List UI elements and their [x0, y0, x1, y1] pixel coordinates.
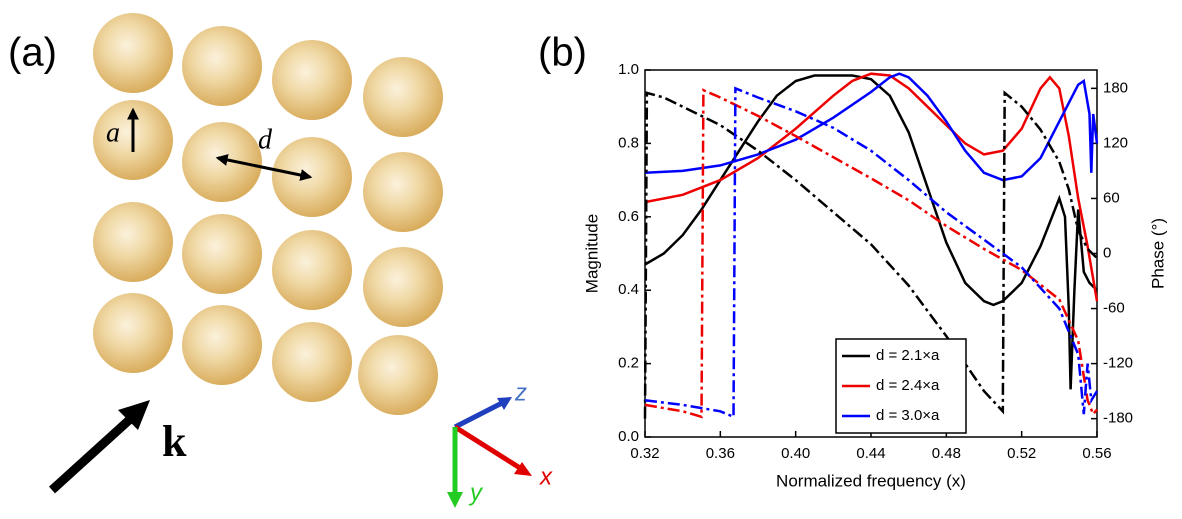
- figure: (a) a d k z x y (b) 0.320.360.400.440.48…: [0, 0, 1182, 514]
- radius-label: a: [106, 117, 120, 148]
- y2-tick-label: 60: [1103, 189, 1120, 206]
- x-tick-label: 0.40: [781, 445, 810, 462]
- wave-label: k: [162, 417, 187, 466]
- y2-tick-label: 0: [1103, 244, 1111, 261]
- legend-label: d = 2.4×a: [876, 377, 940, 394]
- y2-tick-label: 180: [1103, 79, 1128, 96]
- y-tick-label: 0.6: [618, 208, 639, 225]
- y-tick-label: 0.4: [618, 281, 639, 298]
- y-tick-label: 0.0: [618, 428, 639, 445]
- y2-axis-label: Phase (°): [1148, 218, 1167, 289]
- x-tick-label: 0.48: [932, 445, 961, 462]
- x-axis-label: Normalized frequency (x): [776, 471, 966, 490]
- y-tick-label: 0.2: [618, 355, 639, 372]
- spacing-label: d: [258, 124, 273, 155]
- y2-tick-label: -180: [1103, 410, 1133, 427]
- z-axis-label: z: [514, 379, 527, 406]
- x-tick-label: 0.52: [1007, 445, 1036, 462]
- panel-label: (b): [538, 31, 587, 75]
- legend-label: d = 3.0×a: [876, 407, 940, 424]
- y-tick-label: 1.0: [618, 61, 639, 78]
- x-axis-label: x: [539, 463, 553, 490]
- wave-arrow: [52, 412, 138, 490]
- y-axis-label: y: [468, 479, 484, 506]
- y2-tick-label: -60: [1103, 300, 1125, 317]
- panel-label: (a): [8, 31, 57, 75]
- y2-tick-label: 120: [1103, 134, 1128, 151]
- series-line: [645, 74, 1097, 180]
- sphere-lattice: [93, 13, 443, 415]
- y-tick-label: 0.8: [618, 134, 639, 151]
- coordinate-axes: [447, 397, 532, 508]
- x-tick-label: 0.56: [1082, 445, 1111, 462]
- legend-label: d = 2.1×a: [876, 347, 940, 364]
- y-axis-label: Magnitude: [582, 214, 601, 293]
- x-tick-label: 0.44: [856, 445, 885, 462]
- y2-tick-label: -120: [1103, 355, 1133, 372]
- chart: 0.32 0.36 0.40 0.44 0.48 0.52 0.56 0.0 0.2 0.4 0.6…: [582, 61, 1167, 491]
- x-tick-label: 0.36: [706, 445, 735, 462]
- x-tick-label: 0.32: [630, 445, 659, 462]
